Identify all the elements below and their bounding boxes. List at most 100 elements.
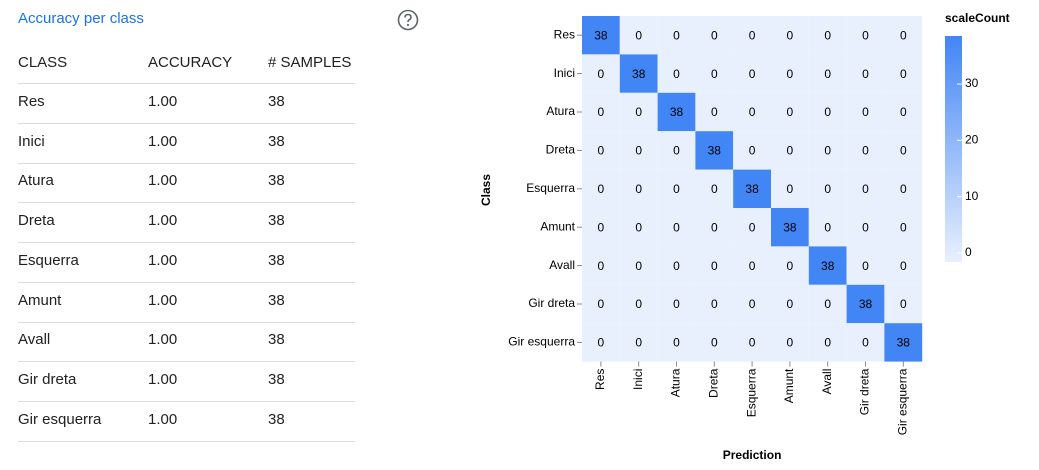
heatmap-cell bbox=[695, 54, 734, 93]
table-cell: 38 bbox=[268, 291, 285, 309]
heatmap-cell bbox=[884, 54, 923, 93]
x-tick-label: Inici bbox=[631, 369, 645, 390]
heatmap-cell bbox=[619, 246, 658, 285]
cell-label: 0 bbox=[824, 67, 831, 81]
cell-label: 0 bbox=[711, 297, 718, 311]
cell-label: 0 bbox=[635, 182, 642, 196]
x-tick-label: Dreta bbox=[706, 368, 720, 398]
heatmap-cell bbox=[657, 246, 696, 285]
heatmap-cell bbox=[695, 246, 734, 285]
row-divider bbox=[18, 202, 355, 204]
heatmap-cell bbox=[582, 246, 620, 285]
table-cell: 1.00 bbox=[148, 212, 178, 230]
table-cell: 1.00 bbox=[148, 291, 178, 309]
table-cell: Dreta bbox=[18, 212, 55, 230]
heatmap-cell bbox=[771, 169, 809, 208]
table-cell: 38 bbox=[268, 370, 285, 388]
table-cell: 38 bbox=[268, 331, 285, 349]
heatmap-cell bbox=[884, 208, 923, 247]
heatmap-cell bbox=[808, 169, 847, 208]
row-divider bbox=[18, 361, 355, 363]
table-cell: 1.00 bbox=[148, 93, 178, 110]
heatmap-cell bbox=[771, 92, 809, 132]
y-axis-title: Class bbox=[479, 174, 493, 206]
cell-label: 0 bbox=[598, 182, 605, 196]
heatmap-cell bbox=[657, 131, 696, 170]
cell-label: 0 bbox=[787, 105, 794, 119]
cell-label: 0 bbox=[749, 297, 756, 311]
heatmap-cell bbox=[695, 323, 734, 362]
row-divider bbox=[18, 281, 355, 283]
heatmap-cell bbox=[808, 92, 847, 132]
heatmap-cell bbox=[733, 246, 771, 285]
table-cell: 1.00 bbox=[148, 370, 178, 388]
cell-label: 0 bbox=[635, 220, 642, 234]
heatmap-cell bbox=[884, 16, 923, 55]
heatmap-cell bbox=[808, 16, 847, 55]
heatmap-cell bbox=[846, 54, 885, 93]
legend-tick-label: 30 bbox=[965, 76, 979, 90]
table-cell: Amunt bbox=[18, 291, 62, 309]
heatmap-cell bbox=[733, 54, 771, 93]
cell-label: 0 bbox=[862, 220, 869, 234]
cell-label: 0 bbox=[824, 144, 831, 158]
cell-label: 0 bbox=[749, 28, 756, 42]
heatmap-cell bbox=[582, 92, 620, 132]
cell-label: 0 bbox=[900, 28, 907, 42]
cell-label: 0 bbox=[635, 297, 642, 311]
cell-label: 38 bbox=[783, 220, 797, 234]
heatmap-cell bbox=[846, 92, 885, 132]
cell-label: 0 bbox=[862, 182, 869, 196]
heatmap-cell bbox=[846, 246, 885, 285]
heatmap-cell bbox=[695, 131, 734, 170]
table-cell: 1.00 bbox=[148, 251, 178, 269]
heatmap-cell bbox=[582, 54, 620, 93]
cell-label: 0 bbox=[598, 105, 605, 119]
cell-label: 38 bbox=[632, 67, 646, 81]
table-cell: Res bbox=[18, 93, 45, 110]
cell-label: 0 bbox=[598, 336, 605, 350]
heatmap-cell bbox=[771, 16, 809, 55]
heatmap-cell bbox=[808, 284, 847, 324]
cell-label: 0 bbox=[900, 67, 907, 81]
heatmap-cell bbox=[657, 284, 696, 324]
legend-tick-label: 20 bbox=[965, 133, 979, 147]
table-cell: Gir dreta bbox=[18, 370, 77, 388]
legend-tick-label: 10 bbox=[965, 189, 979, 203]
heatmap-cell bbox=[657, 54, 696, 93]
cell-label: 0 bbox=[900, 220, 907, 234]
accuracy-table: Accuracy per class CLASS ACCURACY # SAMPLE… bbox=[0, 0, 440, 470]
legend-tick-label: 0 bbox=[965, 245, 972, 259]
table-cell: 1.00 bbox=[148, 331, 178, 349]
table-cell: 38 bbox=[268, 212, 285, 230]
heatmap-cell bbox=[808, 54, 847, 93]
cell-label: 0 bbox=[824, 336, 831, 350]
cell-label: 0 bbox=[598, 297, 605, 311]
heatmap-cell bbox=[582, 208, 620, 247]
heatmap-cell bbox=[657, 16, 696, 55]
cell-label: 0 bbox=[862, 28, 869, 42]
row-divider bbox=[18, 321, 355, 323]
cell-label: 0 bbox=[635, 336, 642, 350]
y-tick-label: Gir esquerra bbox=[508, 335, 575, 349]
row-divider bbox=[18, 83, 355, 84]
cell-label: 0 bbox=[787, 67, 794, 81]
heatmap-cell bbox=[582, 16, 620, 55]
cell-label: 0 bbox=[635, 28, 642, 42]
heatmap-cell bbox=[771, 131, 809, 170]
cell-label: 0 bbox=[749, 67, 756, 81]
x-axis-title: Prediction bbox=[723, 448, 782, 462]
table-title: Accuracy per class bbox=[18, 10, 144, 27]
heatmap-cell bbox=[657, 169, 696, 208]
y-tick-label: Esquerra bbox=[526, 181, 575, 195]
row-divider bbox=[18, 162, 355, 164]
cell-label: 0 bbox=[635, 105, 642, 119]
heatmap-cell bbox=[884, 284, 923, 324]
table-cell: 38 bbox=[268, 132, 285, 150]
cell-label: 0 bbox=[900, 297, 907, 311]
help-icon[interactable] bbox=[397, 9, 419, 31]
heatmap-cell bbox=[846, 169, 885, 208]
heatmap-cell bbox=[808, 131, 847, 170]
heatmap-cell bbox=[771, 284, 809, 324]
cell-label: 0 bbox=[749, 336, 756, 350]
